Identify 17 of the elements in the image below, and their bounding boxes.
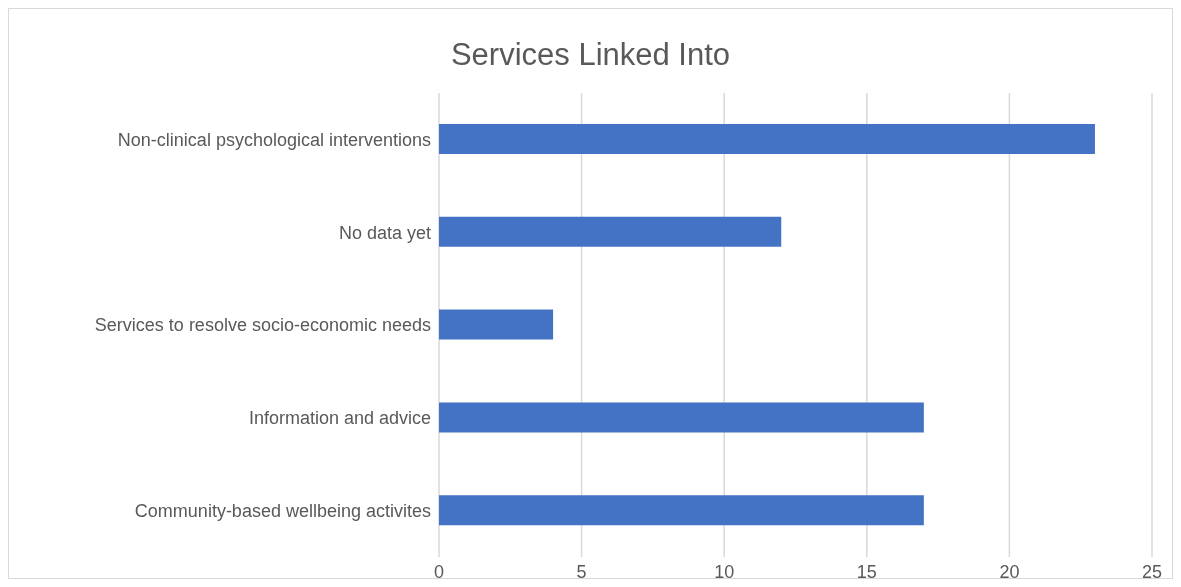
y-tick-label: Community-based wellbeing activites xyxy=(134,500,431,521)
bar xyxy=(439,402,924,433)
y-tick-label: Services to resolve socio-economic needs xyxy=(94,315,431,336)
chart-title: Services Linked Into xyxy=(449,37,732,74)
y-tick-label: Information and advice xyxy=(248,408,431,429)
x-tick-label: 0 xyxy=(433,561,445,582)
bar xyxy=(439,216,782,247)
y-tick-label: No data yet xyxy=(338,222,431,243)
bar xyxy=(439,495,924,526)
x-tick-label: 25 xyxy=(1141,561,1163,582)
bar xyxy=(439,309,554,340)
bar xyxy=(439,124,1095,154)
x-tick-label: 10 xyxy=(714,561,735,582)
y-tick-label: Non-clinical psychological interventions xyxy=(117,129,431,150)
x-tick-label: 15 xyxy=(856,561,877,582)
x-tick-label: 5 xyxy=(576,561,587,582)
x-tick-label: 20 xyxy=(999,561,1020,582)
